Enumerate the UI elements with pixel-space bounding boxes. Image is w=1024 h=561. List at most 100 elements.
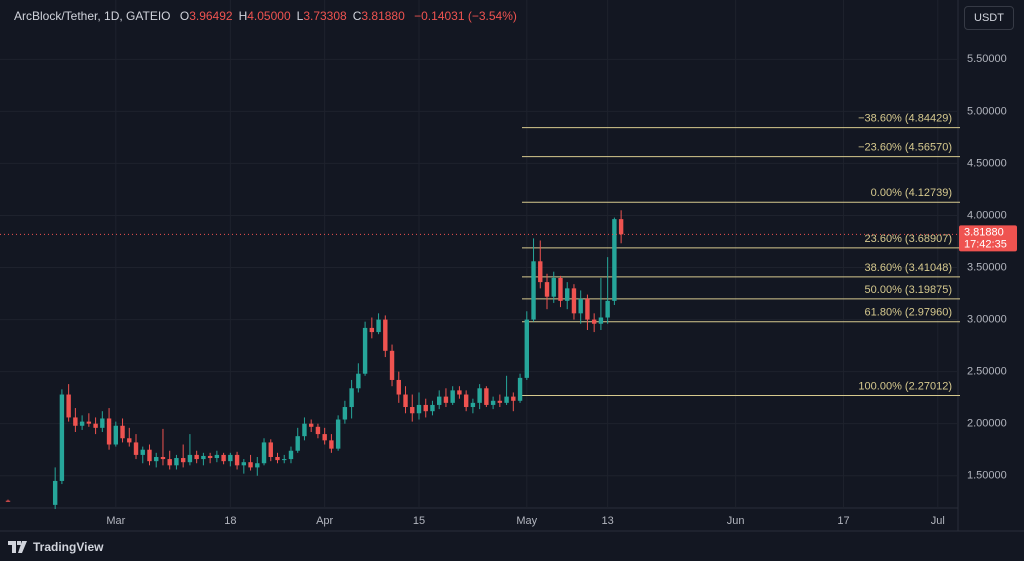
candle-body [100,418,105,428]
candle-body [477,388,482,403]
ohlc-value: 3.96492 [189,9,233,23]
candle-body [423,404,428,412]
candle-body [571,288,577,314]
last-price-label: 3.81880 [964,226,1004,238]
candle-body [234,454,240,466]
change: −0.14031 (−3.54%) [414,9,517,23]
candle-body [531,261,536,320]
ohlc: O3.96492 H4.05000 L3.73308 C3.81880 [174,9,411,23]
currency-button[interactable]: USDT [964,6,1014,30]
axes: 1.50000 2.00000 2.50000 3.00000 3.50000 4.000… [0,53,1017,527]
candle-body [86,421,92,424]
candle-body [410,407,415,414]
y-tick-label: 3.00000 [967,313,1007,325]
x-tick-label: May [516,515,537,527]
candle-body [598,317,604,324]
candle-body [295,436,300,451]
brand-name: TradingView [33,540,104,554]
fib-label: 100.00% (2.27012) [858,380,952,392]
grid [0,0,958,508]
candle-body [255,463,260,468]
candle-body [342,407,348,420]
candle-body [73,417,78,426]
candle-body [356,373,361,389]
x-tick-label: Jul [931,515,945,527]
candle-body [133,442,139,455]
x-tick-label: 17 [837,515,849,527]
candle-body [228,454,233,462]
fib-label: 0.00% (4.12739) [871,187,952,199]
candle-body [362,327,368,374]
candle-body [288,450,294,460]
y-tick-label: 5.00000 [967,105,1007,117]
y-tick-label: 1.50000 [967,470,1007,482]
candle-body [376,319,381,333]
ohlc-key: L [296,9,304,23]
ohlc-value: 4.05000 [247,9,291,23]
candle-body [302,423,307,437]
candle-body [349,388,354,408]
candle-body [140,449,145,455]
ohlc-value: 3.81880 [361,9,405,23]
fib-label: −23.60% (4.56570) [858,142,952,154]
candle-body [194,454,199,460]
candle-body [335,419,341,449]
candle-body [275,456,280,461]
candle-body [470,402,476,408]
y-tick-label: 2.50000 [967,366,1007,378]
candle-body [322,434,327,441]
x-tick-label: 13 [602,515,614,527]
x-tick-label: Jun [727,515,745,527]
x-tick-label: Mar [106,515,125,527]
candle-body [591,319,597,324]
candle-body [437,396,442,405]
candle-body [369,327,375,333]
candle-body [457,390,462,395]
candle-body [463,394,469,408]
candle-body [180,458,186,463]
candle-body [154,456,159,462]
candle-body [504,396,509,403]
candle-body [430,404,435,412]
candle-body [315,426,321,435]
candle-body [66,394,71,418]
x-tick-label: 18 [224,515,236,527]
candles [5,210,624,510]
candle-body [585,298,590,320]
candle-body [558,277,563,301]
candle-body [450,390,455,403]
candle-body [79,421,85,426]
ohlc-key: O [179,9,190,23]
candle-body [578,298,583,314]
candle-body [261,442,267,464]
candle-body [93,423,98,428]
x-tick-label: 15 [413,515,425,527]
candle-body [160,456,166,460]
candle-body [282,459,287,461]
candle-body [187,454,193,463]
candle-body [207,455,213,459]
candle-body [484,388,489,405]
y-tick-label: 4.00000 [967,209,1007,221]
candle-body [517,377,523,401]
candle-body [511,396,516,401]
candle-body [248,462,253,468]
fib-label: 61.80% (2.97960) [865,307,952,319]
brand-logo [8,541,27,553]
y-tick-label: 5.50000 [967,53,1007,65]
fib-label: 23.60% (3.68907) [865,233,952,245]
y-tick-label: 2.00000 [967,418,1007,430]
candle-body [268,442,273,457]
candle-body [544,282,550,297]
brand: TradingView [8,540,103,554]
candle-body [612,219,617,301]
candle-body [443,396,449,403]
candle-body [396,379,401,395]
candle-body [106,418,112,445]
candle-body [221,454,226,462]
ohlc-key: H [238,9,248,23]
candle-body [618,219,624,235]
